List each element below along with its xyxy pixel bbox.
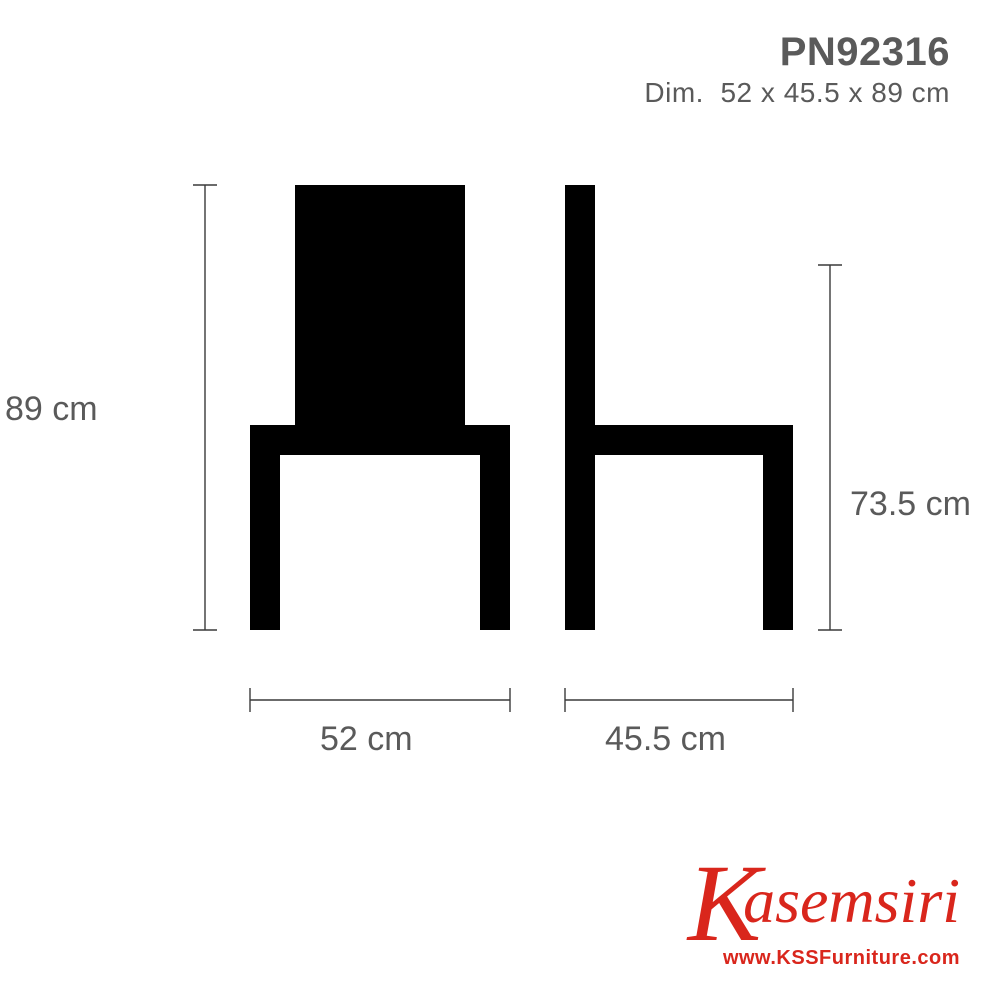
dim-prefix: Dim. — [644, 77, 704, 108]
label-depth-side: 45.5 cm — [605, 720, 726, 759]
label-seat-height: 73.5 cm — [850, 485, 971, 524]
header-block: PN92316 Dim. 52 x 45.5 x 89 cm — [644, 30, 950, 109]
diagram-svg — [75, 145, 925, 785]
brand-url: www.KSSFurniture.com — [688, 947, 960, 970]
technical-diagram: 89 cm 73.5 cm 52 cm 45.5 cm — [75, 145, 925, 785]
label-height-full: 89 cm — [5, 390, 98, 429]
brand-logo: Kasemsiri www.KSSFurniture.com — [688, 854, 960, 970]
chair-front-view — [250, 185, 510, 630]
guide-height-full — [193, 185, 217, 630]
guide-width-front — [250, 688, 510, 712]
brand-name: Kasemsiri — [688, 854, 960, 953]
chair-side-view — [565, 185, 793, 630]
guide-depth-side — [565, 688, 793, 712]
dim-value: 52 x 45.5 x 89 cm — [720, 77, 950, 108]
product-code: PN92316 — [644, 30, 950, 75]
guide-seat-height — [818, 265, 842, 630]
label-width-front: 52 cm — [320, 720, 413, 759]
dimension-summary: Dim. 52 x 45.5 x 89 cm — [644, 77, 950, 109]
